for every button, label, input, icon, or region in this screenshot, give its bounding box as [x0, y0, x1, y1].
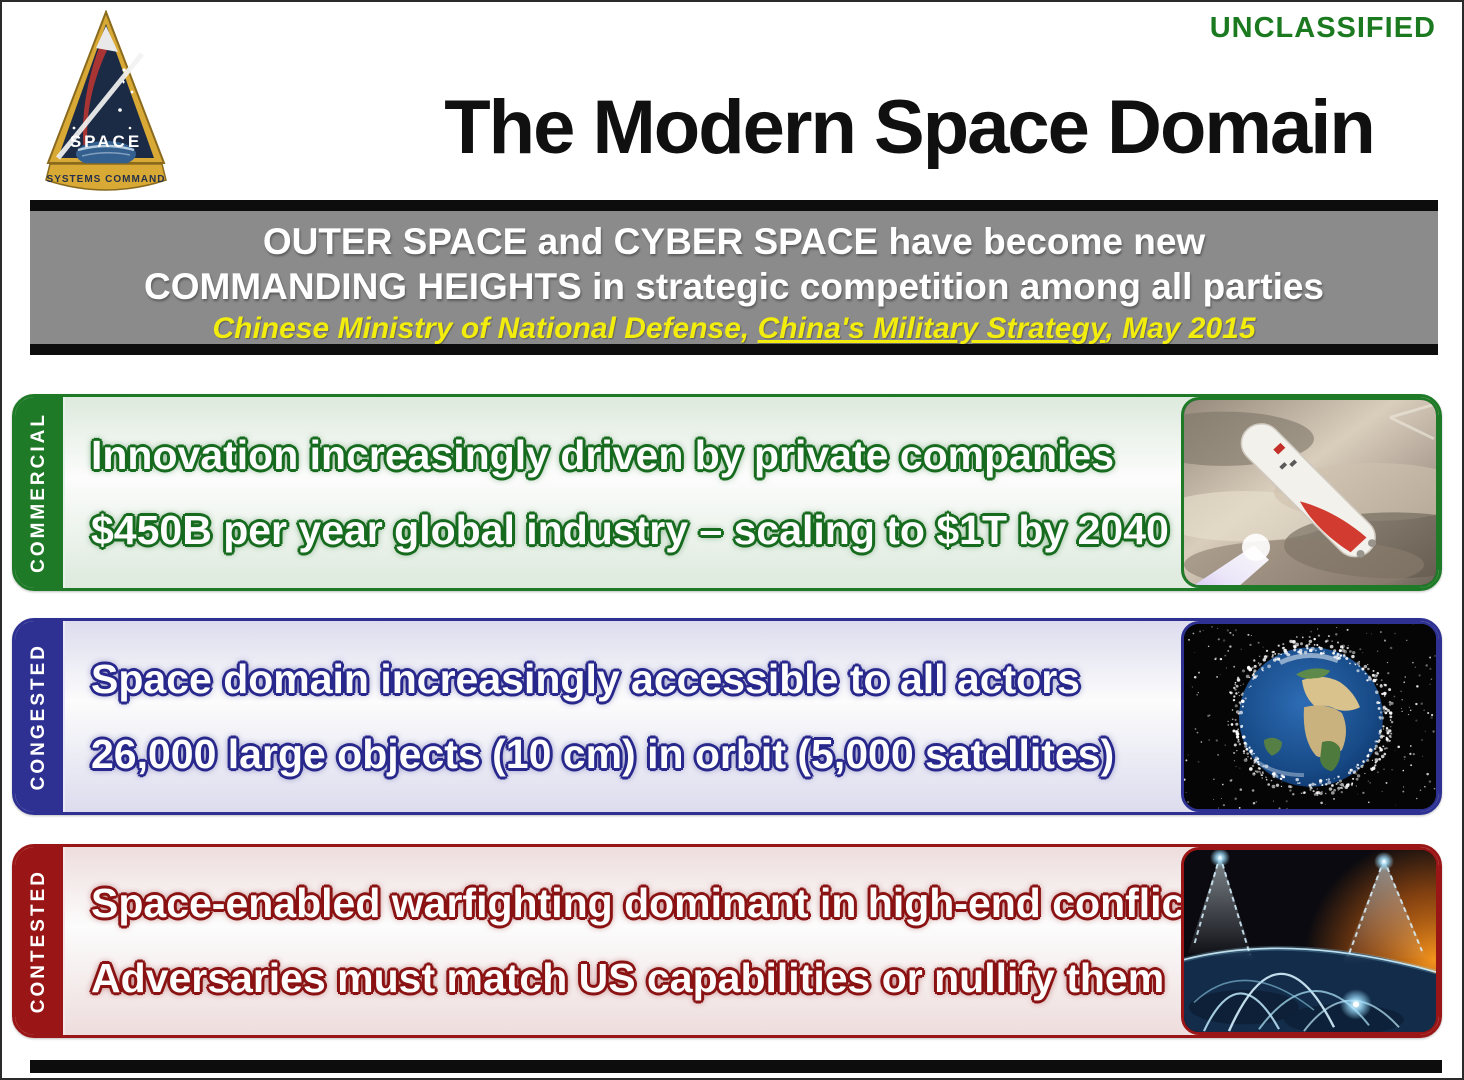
bottom-rule [30, 1060, 1442, 1073]
network-earth-icon [1184, 850, 1436, 1032]
rocket-icon [1184, 400, 1436, 585]
band-contested: CONTESTED Space-enabled warfighting domi… [12, 844, 1442, 1038]
band-congested-line-2: 26,000 large objects (10 cm) in orbit (5… [91, 730, 1115, 777]
space-systems-command-logo: SPACE SYSTEMS COMMAND [44, 9, 168, 202]
band-commercial: COMMERCIAL Innovation increasingly drive… [12, 394, 1442, 591]
page-title: The Modern Space Domain [444, 85, 1376, 170]
rocket-launch-image [1181, 397, 1439, 588]
band-commercial-tab: COMMERCIAL [15, 397, 65, 588]
earth-debris-icon [1184, 624, 1436, 809]
band-commercial-label: COMMERCIAL [28, 412, 49, 573]
network-warfare-image [1181, 847, 1439, 1035]
band-commercial-line-1: Innovation increasingly driven by privat… [91, 431, 1115, 478]
quote-banner: OUTER SPACE and CYBER SPACE have become … [30, 200, 1438, 355]
citation-prefix: Chinese Ministry of National Defense, [212, 312, 758, 346]
citation-title: China's Military Strategy [757, 312, 1106, 346]
band-contested-tab: CONTESTED [15, 847, 65, 1035]
band-congested-tab: CONGESTED [15, 621, 65, 812]
band-commercial-body: Innovation increasingly driven by privat… [65, 397, 1181, 588]
quote-line-2: COMMANDING HEIGHTS in strategic competit… [143, 266, 1325, 308]
band-commercial-line-2: $450B per year global industry – scaling… [91, 506, 1169, 553]
delta-patch-icon: SPACE SYSTEMS COMMAND [45, 9, 167, 191]
classification-marking: UNCLASSIFIED [1209, 12, 1436, 44]
orbital-debris-image [1181, 621, 1439, 812]
citation-suffix: , May 2015 [1105, 312, 1256, 346]
quote-citation: Chinese Ministry of National Defense, Ch… [30, 312, 1438, 346]
band-contested-line-2: Adversaries must match US capabilities o… [91, 955, 1165, 1001]
logo-space-label: SPACE [70, 132, 142, 151]
band-contested-body: Space-enabled warfighting dominant in hi… [65, 847, 1199, 1035]
band-congested-label: CONGESTED [28, 642, 49, 791]
logo-banner-label: SYSTEMS COMMAND [47, 174, 166, 185]
band-contested-label: CONTESTED [28, 868, 49, 1014]
band-congested-line-1: Space domain increasingly accessible to … [91, 655, 1080, 702]
band-congested: CONGESTED Space domain increasingly acce… [12, 618, 1442, 815]
quote-line-1: OUTER SPACE and CYBER SPACE have become … [262, 221, 1206, 262]
band-contested-line-1: Space-enabled warfighting dominant in hi… [91, 880, 1199, 926]
band-congested-body: Space domain increasingly accessible to … [65, 621, 1181, 812]
